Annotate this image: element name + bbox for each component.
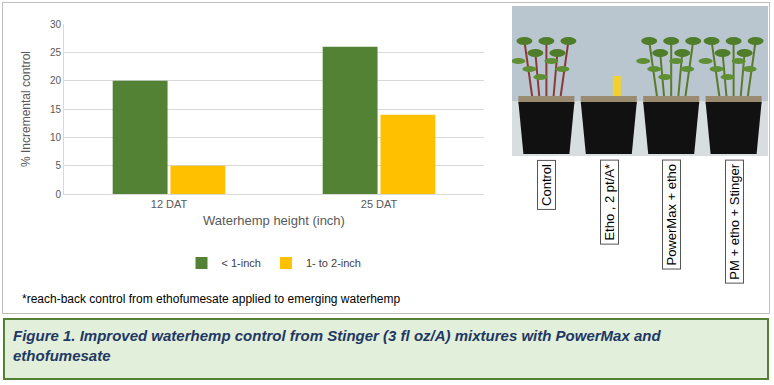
svg-text:1- to 2-inch: 1- to 2-inch	[306, 257, 361, 269]
html-text:Etho , 2 pt/A*: Etho , 2 pt/A*	[601, 164, 617, 241]
svg-text:< 1-inch: < 1-inch	[222, 257, 261, 269]
svg-text:5: 5	[55, 160, 61, 171]
html-text:*reach-back control from ethof: *reach-back control from ethofumesate ap…	[22, 292, 401, 306]
svg-text:12 DAT: 12 DAT	[151, 198, 188, 210]
svg-text:Waterhemp height (inch): Waterhemp height (inch)	[203, 213, 345, 228]
svg-text:10: 10	[50, 132, 62, 143]
html-text:PowerMax + etho: PowerMax + etho	[664, 164, 680, 266]
svg-text:0: 0	[55, 189, 61, 200]
svg-text:20: 20	[50, 75, 62, 86]
svg-text:25 DAT: 25 DAT	[361, 198, 398, 210]
html-text:Figure 1. Improved waterhemp c: Figure 1. Improved waterhemp control fro…	[13, 327, 661, 364]
svg-text:30: 30	[50, 19, 62, 30]
svg-text:% Incremental control: % Incremental control	[19, 51, 33, 167]
svg-text:15: 15	[50, 104, 62, 115]
html-text:PM + etho + Stinger: PM + etho + Stinger	[726, 164, 742, 280]
html-text:Control: Control	[539, 164, 555, 206]
svg-text:25: 25	[50, 47, 62, 58]
